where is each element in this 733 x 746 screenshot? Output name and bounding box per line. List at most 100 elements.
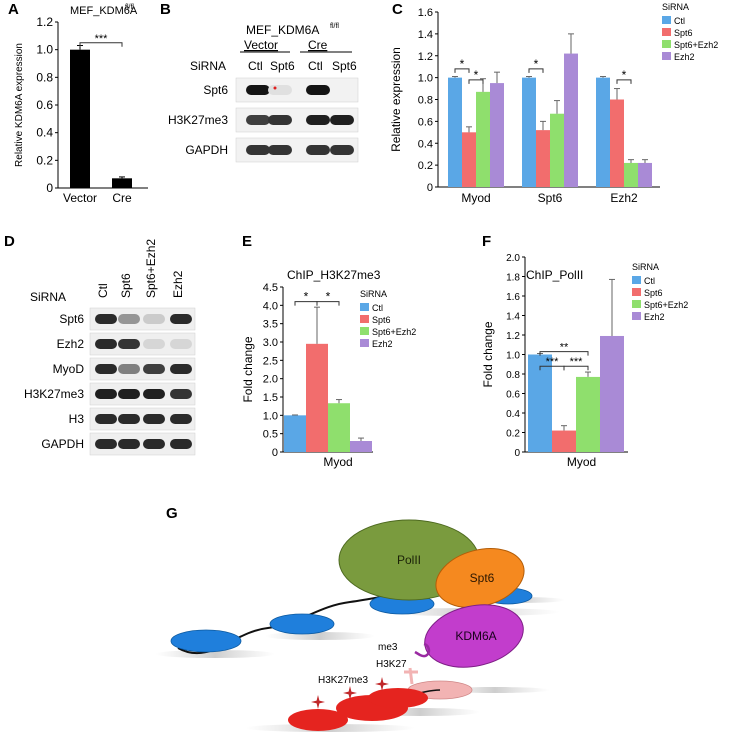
blot-b-band (246, 145, 270, 155)
legend-swatch (360, 315, 369, 323)
y-tick-label: 1.6 (506, 292, 520, 303)
blot-d-lane-label: Spt6 (119, 273, 133, 298)
y-tick-label: 0.8 (418, 95, 433, 107)
chart-f-title: ChIP_PolII (526, 268, 583, 282)
legend-entry: Spt6+Ezh2 (644, 300, 688, 310)
blot-d-row-label: Spt6 (59, 312, 84, 326)
blot-d-band (170, 414, 192, 424)
y-axis-label: Relative KDM6A expression (14, 43, 25, 167)
blot-d-row-label-sirna: SiRNA (30, 290, 66, 304)
blot-b-band (330, 145, 354, 155)
blot-b-band (306, 145, 330, 155)
blot-d-band (170, 364, 192, 374)
blot-b-lane-label: Ctl (308, 59, 323, 73)
blot-d-band (170, 314, 192, 324)
y-tick-label: 0.2 (36, 153, 53, 167)
blot-d-band (143, 439, 165, 449)
significance-bracket (454, 68, 470, 73)
significance-bracket (616, 79, 632, 84)
blot-d-band (118, 414, 140, 424)
blot-d-band (118, 364, 140, 374)
nucleosome-red-3 (368, 688, 428, 708)
panel-label-b: B (160, 1, 171, 18)
blot-b-title: MEF_KDM6A (246, 23, 319, 37)
nucleosome-blue-2 (269, 613, 335, 635)
significance-bracket (563, 365, 589, 371)
bar-myod-3 (600, 335, 624, 452)
y-tick-label: 0.8 (36, 70, 53, 84)
blot-d-row-label: GAPDH (41, 437, 84, 451)
y-tick-label: 3.5 (263, 319, 278, 331)
h3k27me3-label: H3K27me3 (318, 675, 368, 686)
y-tick-label: 1.5 (263, 392, 278, 404)
blot-b-lane-label: Spt6 (270, 59, 295, 73)
bar-vector (70, 49, 90, 188)
y-tick-label: 1.0 (263, 410, 278, 422)
blot-d-band (95, 364, 117, 374)
blot-b-band (246, 85, 270, 95)
blot-d-lane-label: Ctl (96, 283, 110, 298)
legend-entry: Ctl (674, 16, 685, 26)
blot-d: Ctl Spt6 Spt6+Ezh2 Ezh2 SiRNA Spt6 Ezh2 MyoD H3K… (24, 239, 196, 456)
bar-ezh2-0 (596, 77, 610, 187)
significance-bracket (539, 351, 589, 356)
blot-d-row-label: MyoD (53, 362, 85, 376)
blot-b-lane-label: Ctl (248, 59, 263, 73)
blot-d-strip (89, 307, 196, 331)
blot-d-lane-label: Ezh2 (171, 270, 185, 298)
blot-d-strip (89, 357, 196, 381)
blot-d-row-label: H3 (69, 412, 85, 426)
x-tick-label: Myod (323, 455, 352, 469)
blot-b-group-vector: Vector (244, 38, 278, 52)
legend-entry: Spt6+Ezh2 (372, 327, 416, 337)
x-tick-label: Myod (461, 191, 490, 205)
kdm6a-label: KDM6A (455, 629, 496, 643)
x-tick-label: Ezh2 (610, 191, 638, 205)
significance-label: * (326, 290, 331, 304)
blot-d-band (118, 439, 140, 449)
blot-b-band (246, 115, 270, 125)
legend-title: SiRNA (632, 262, 659, 272)
blot-d-row-label: Ezh2 (57, 337, 85, 351)
significance-bracket (316, 301, 340, 306)
panel-label-a: A (8, 1, 19, 18)
x-tick-label: Cre (112, 191, 132, 205)
y-tick-label: 2.5 (263, 355, 278, 367)
blot-b-band (268, 145, 292, 155)
nucleosome-red-1 (288, 709, 348, 731)
y-axis-label: Fold change (241, 336, 255, 402)
y-tick-label: 2.0 (263, 374, 278, 386)
legend-swatch (662, 52, 671, 60)
significance-label: * (534, 57, 539, 71)
bar-myod-1 (306, 343, 328, 452)
star-icon (311, 695, 325, 709)
bar-myod-2 (576, 376, 600, 452)
blot-b-band (330, 115, 354, 125)
blot-b: MEF_KDM6A fl/fl Vector Cre SiRNA Ctl Spt6 Ctl Sp… (168, 23, 359, 163)
y-axis-label: Relative expression (389, 47, 403, 152)
methylation-stars (311, 677, 389, 709)
diagram-g-mechanism: PolII Spt6 KDM6A me3 H3K27 H3K27me3 (155, 519, 565, 732)
y-tick-label: 4.0 (263, 300, 278, 312)
legend-swatch (632, 312, 641, 320)
spt6-protein-label: Spt6 (470, 571, 495, 585)
bar-ezh2-3 (638, 162, 652, 187)
star-icon (343, 686, 357, 700)
significance-label: * (304, 290, 309, 304)
bar-spt6-3 (564, 53, 578, 187)
y-tick-label: 0.2 (506, 429, 520, 440)
blot-d-band (170, 339, 192, 349)
h3k27-label: H3K27 (376, 659, 407, 670)
y-tick-label: 2.0 (506, 253, 520, 264)
blot-d-band (143, 364, 165, 374)
significance-bracket (79, 42, 123, 47)
legend-swatch (662, 16, 671, 24)
y-tick-label: 1.4 (506, 312, 520, 323)
significance-label: * (622, 68, 627, 82)
blot-d-strip (89, 407, 196, 431)
significance-label: ** (560, 342, 569, 354)
y-tick-label: 0.2 (418, 160, 433, 172)
bar-myod-3 (490, 83, 504, 187)
legend-swatch (360, 327, 369, 335)
bar-ezh2-1 (610, 99, 624, 187)
